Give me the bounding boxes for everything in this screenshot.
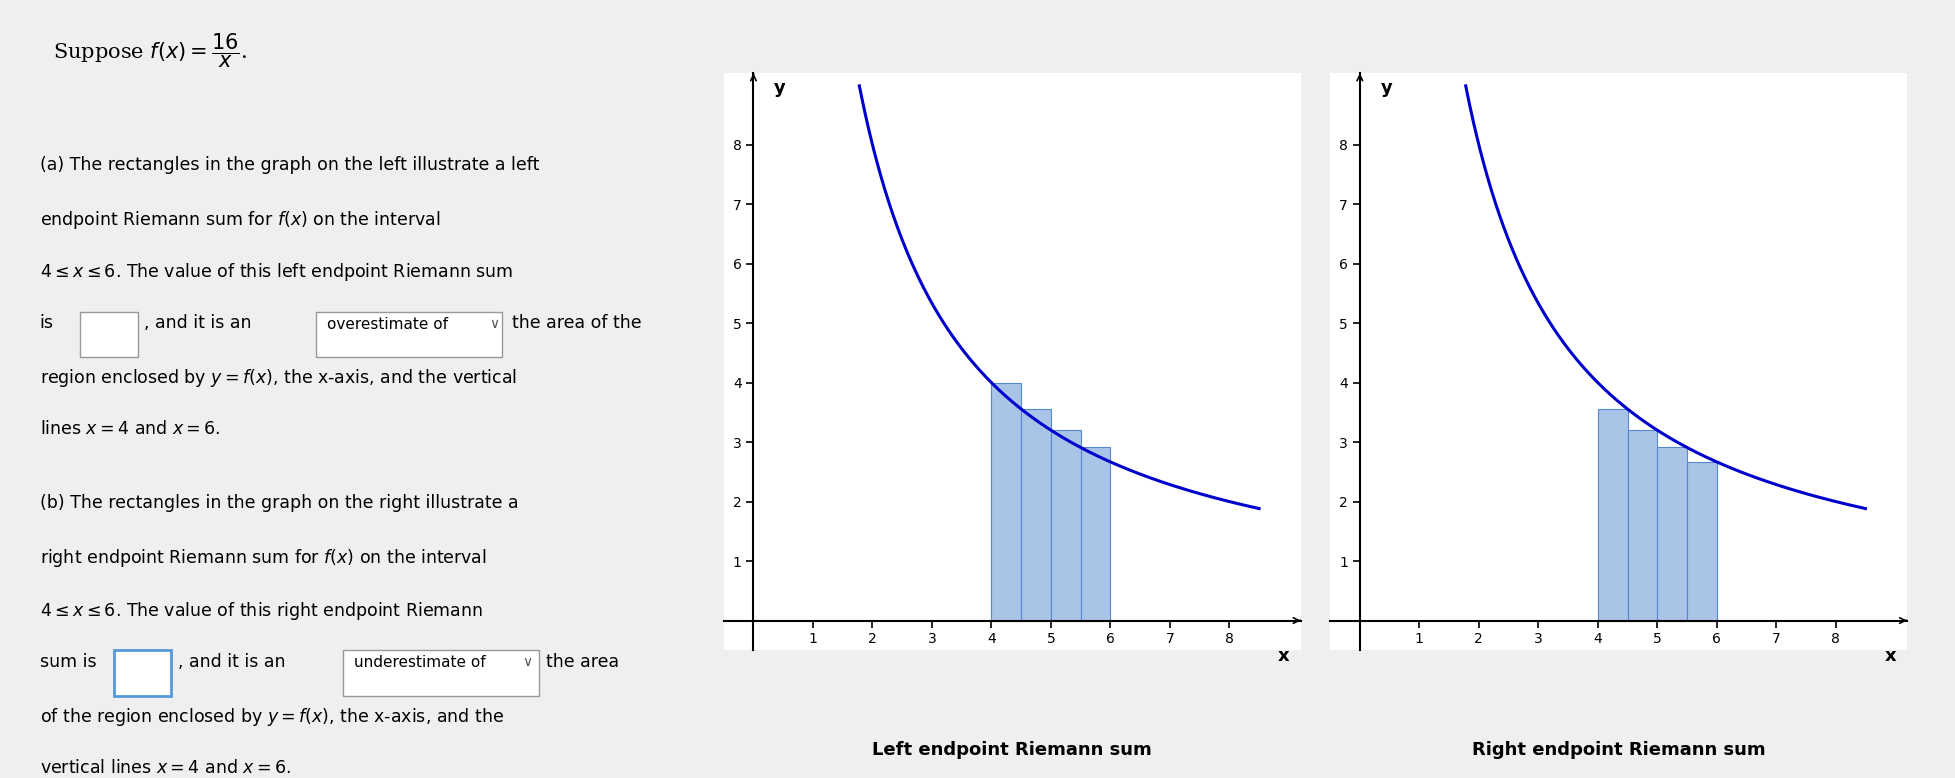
Text: vertical lines $x = 4$ and $x = 6$.: vertical lines $x = 4$ and $x = 6$. (39, 759, 291, 776)
Text: , and it is an: , and it is an (145, 314, 252, 332)
Text: $4 \leq x \leq 6$. The value of this right endpoint Riemann: $4 \leq x \leq 6$. The value of this rig… (39, 600, 483, 622)
Text: right endpoint Riemann sum for $f(x)$ on the interval: right endpoint Riemann sum for $f(x)$ on… (39, 547, 487, 569)
Text: overestimate of: overestimate of (326, 317, 448, 331)
Text: underestimate of: underestimate of (354, 655, 485, 670)
Text: the area: the area (545, 653, 618, 671)
Text: region enclosed by $y = f(x)$, the x-axis, and the vertical: region enclosed by $y = f(x)$, the x-axi… (39, 367, 516, 389)
Text: y: y (774, 79, 786, 96)
Text: x: x (1883, 647, 1894, 665)
Bar (991, 383, 1021, 621)
FancyBboxPatch shape (113, 650, 172, 696)
Text: (b) The rectangles in the graph on the right illustrate a: (b) The rectangles in the graph on the r… (39, 494, 518, 512)
Text: , and it is an: , and it is an (178, 653, 285, 671)
Text: $\vee$: $\vee$ (489, 317, 499, 331)
Text: of the region enclosed by $y = f(x)$, the x-axis, and the: of the region enclosed by $y = f(x)$, th… (39, 706, 504, 727)
Text: lines $x = 4$ and $x = 6$.: lines $x = 4$ and $x = 6$. (39, 420, 221, 438)
Text: endpoint Riemann sum for $f(x)$ on the interval: endpoint Riemann sum for $f(x)$ on the i… (39, 209, 440, 230)
Text: the area of the: the area of the (512, 314, 641, 332)
Text: x: x (1277, 647, 1288, 665)
Text: sum is: sum is (39, 653, 96, 671)
FancyBboxPatch shape (317, 312, 502, 357)
Bar (1021, 409, 1050, 621)
FancyBboxPatch shape (80, 312, 137, 357)
Bar (1656, 447, 1685, 621)
Text: $\vee$: $\vee$ (522, 655, 532, 669)
Bar (1050, 430, 1079, 621)
Bar (1079, 447, 1110, 621)
Text: Left endpoint Riemann sum: Left endpoint Riemann sum (872, 741, 1151, 759)
Text: Suppose $f(x) = \dfrac{16}{x}$.: Suppose $f(x) = \dfrac{16}{x}$. (53, 31, 248, 69)
Text: (a) The rectangles in the graph on the left illustrate a left: (a) The rectangles in the graph on the l… (39, 156, 540, 173)
Text: $4 \leq x \leq 6$. The value of this left endpoint Riemann sum: $4 \leq x \leq 6$. The value of this lef… (39, 261, 512, 283)
Text: y: y (1380, 79, 1392, 96)
FancyBboxPatch shape (344, 650, 540, 696)
Bar (1627, 430, 1656, 621)
Bar (1597, 409, 1627, 621)
Text: is: is (39, 314, 55, 332)
Bar (1685, 462, 1716, 621)
Text: Right endpoint Riemann sum: Right endpoint Riemann sum (1470, 741, 1765, 759)
